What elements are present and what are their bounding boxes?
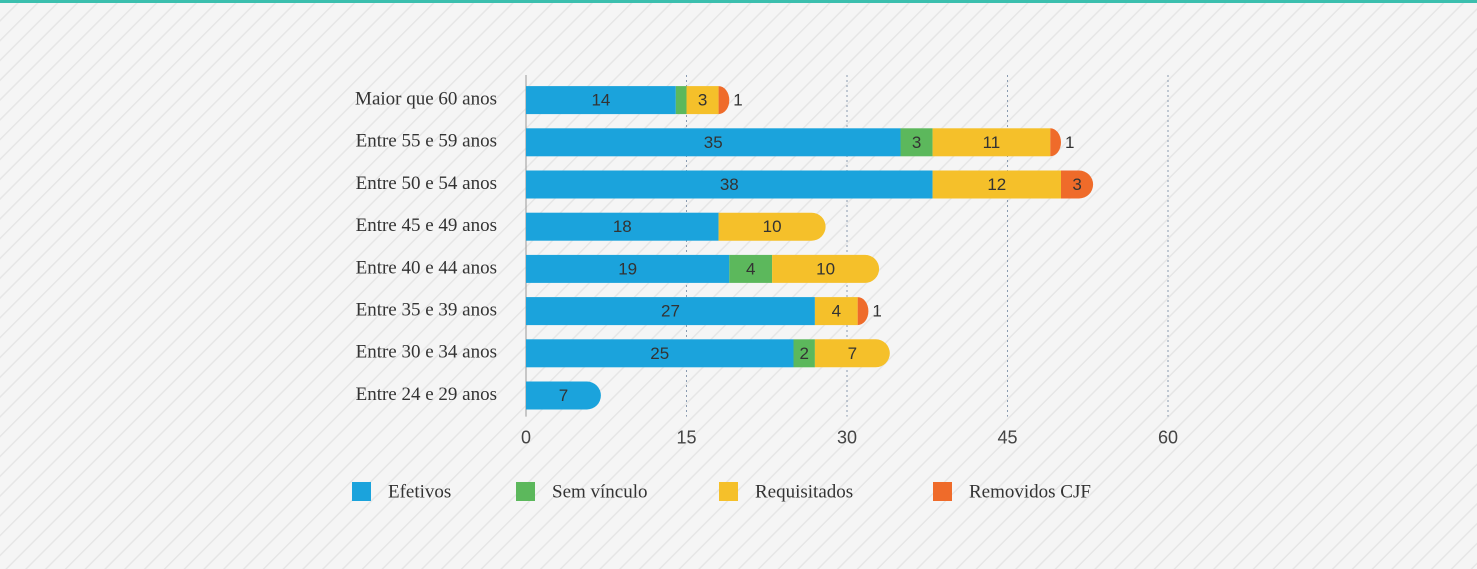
value-label: 38 [720, 175, 739, 194]
bar-segment [526, 170, 933, 199]
bar-segment [526, 212, 719, 241]
legend-swatch [933, 482, 952, 501]
bar-segment [526, 86, 676, 115]
bar-segment [718, 86, 730, 115]
bar-segment [729, 254, 773, 283]
x-tick-label: 0 [521, 427, 531, 447]
value-label: 12 [987, 175, 1006, 194]
bar-segment [814, 339, 890, 368]
x-tick-label: 45 [997, 427, 1017, 447]
bar-segment [932, 128, 1051, 157]
top-border [0, 0, 1477, 3]
value-label: 1 [872, 302, 881, 321]
y-tick-label: Entre 55 e 59 anos [356, 131, 497, 152]
bar-segment [932, 170, 1061, 199]
value-label: 10 [816, 259, 835, 278]
bar-segment [814, 297, 858, 326]
y-tick-label: Entre 50 e 54 anos [356, 173, 497, 194]
value-label: 4 [746, 259, 755, 278]
value-label: 3 [698, 91, 707, 110]
value-label: 35 [704, 133, 723, 152]
bar-segment [526, 254, 730, 283]
bar-segment [1050, 128, 1061, 157]
bar-segment [526, 128, 901, 157]
value-label: 7 [559, 386, 568, 405]
value-label: 18 [613, 217, 632, 236]
bar-segment [526, 297, 815, 326]
bar-segment [686, 86, 719, 115]
value-label: 2 [799, 344, 808, 363]
value-label: 27 [661, 302, 680, 321]
value-label: 10 [763, 217, 782, 236]
legend-label: Sem vínculo [552, 481, 648, 502]
x-tick-label: 60 [1158, 427, 1178, 447]
bar-segment [526, 339, 794, 368]
value-label: 1 [733, 91, 742, 110]
value-label: 14 [591, 91, 610, 110]
value-label: 11 [983, 133, 1001, 152]
value-label: 25 [650, 344, 669, 363]
legend-label: Efetivos [388, 481, 451, 502]
value-label: 19 [618, 259, 637, 278]
value-label: 7 [848, 344, 857, 363]
y-tick-label: Entre 45 e 49 anos [356, 215, 497, 236]
value-label: 3 [912, 133, 921, 152]
legend-swatch [516, 482, 535, 501]
value-label: 3 [1072, 175, 1081, 194]
bar-segment [857, 297, 869, 326]
x-tick-label: 30 [837, 427, 857, 447]
legend-swatch [719, 482, 738, 501]
value-label: 4 [832, 302, 841, 321]
y-tick-label: Entre 35 e 39 anos [356, 299, 497, 320]
y-tick-label: Entre 30 e 34 anos [356, 342, 497, 363]
bar-segment [900, 128, 933, 157]
y-tick-label: Entre 40 e 44 anos [356, 257, 497, 278]
y-tick-label: Entre 24 e 29 anos [356, 384, 497, 405]
bar-segment [1061, 170, 1094, 199]
legend-label: Removidos CJF [969, 481, 1091, 502]
bar-segment [675, 86, 687, 115]
legend-label: Requisitados [755, 481, 853, 502]
bar-segment [772, 254, 880, 283]
value-label: 1 [1065, 133, 1074, 152]
y-tick-label: Maior que 60 anos [355, 88, 497, 109]
bar-segment [793, 339, 815, 368]
bar-segment [526, 381, 601, 410]
legend-swatch [352, 482, 371, 501]
x-tick-label: 15 [676, 427, 696, 447]
bar-segment [718, 212, 826, 241]
